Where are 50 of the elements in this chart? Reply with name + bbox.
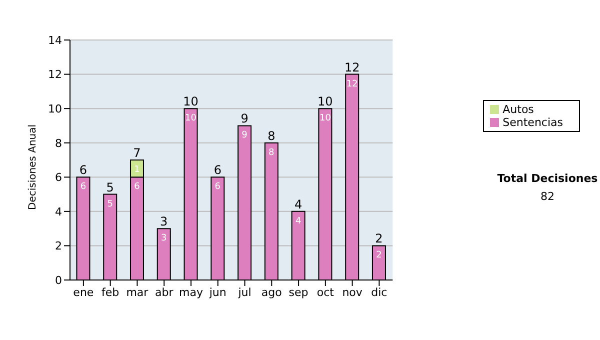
text: 82 <box>540 190 556 203</box>
data-label: 12 <box>346 79 358 90</box>
total-label: 10 <box>183 94 198 109</box>
total-label: 10 <box>318 94 333 109</box>
data-label: 9 <box>242 130 248 141</box>
total-label: 8 <box>268 128 276 143</box>
y-tick-label: 14 <box>48 34 62 47</box>
y-tick-label: 10 <box>48 102 62 116</box>
total-label: 6 <box>214 163 222 178</box>
y-axis-title: Decisiones Anual <box>28 124 39 210</box>
total-label: 7 <box>133 146 141 160</box>
data-label: 10 <box>319 114 332 124</box>
text: Total Decisiones <box>496 172 599 185</box>
x-tick-label: oct <box>316 286 335 299</box>
total-label: 2 <box>375 232 383 246</box>
data-label: 1 <box>134 165 140 175</box>
total-label: 6 <box>79 163 88 178</box>
legend-label: Sentencias <box>502 116 563 129</box>
x-tick-label: feb <box>102 286 120 299</box>
x-tick-label: abr <box>154 286 174 299</box>
data-label: 5 <box>107 199 113 210</box>
x-tick-label: dic <box>371 286 388 299</box>
total-label: 12 <box>344 60 360 74</box>
y-tick-label: 4 <box>55 205 62 218</box>
data-label: 10 <box>185 114 197 124</box>
data-label: 6 <box>214 182 221 192</box>
total-label: 9 <box>240 112 248 126</box>
x-tick-label: ago <box>261 286 282 299</box>
total-label: 3 <box>160 214 168 229</box>
x-tick-label: mar <box>126 286 149 299</box>
legend-label: Autos <box>502 103 534 116</box>
x-tick-label: jun <box>208 286 226 299</box>
x-tick-label: sep <box>288 286 308 299</box>
x-tick-label: ene <box>73 286 94 299</box>
y-tick-label: 6 <box>55 171 62 184</box>
data-label: 6 <box>134 182 140 192</box>
data-label: 4 <box>295 216 302 226</box>
y-tick-label: 2 <box>55 240 62 253</box>
data-label: 8 <box>268 148 275 158</box>
total-label: 4 <box>294 197 302 212</box>
y-tick-label: 0 <box>55 274 62 287</box>
y-tick-label: 8 <box>55 136 62 150</box>
x-tick-label: jul <box>237 286 252 299</box>
x-tick-label: may <box>179 286 204 299</box>
data-label: 6 <box>80 182 86 192</box>
total-label: 5 <box>106 180 114 194</box>
x-tick-label: nov <box>342 286 363 299</box>
y-tick-label: 12 <box>48 68 62 82</box>
data-label: 2 <box>376 250 382 261</box>
data-label: 3 <box>161 234 167 244</box>
